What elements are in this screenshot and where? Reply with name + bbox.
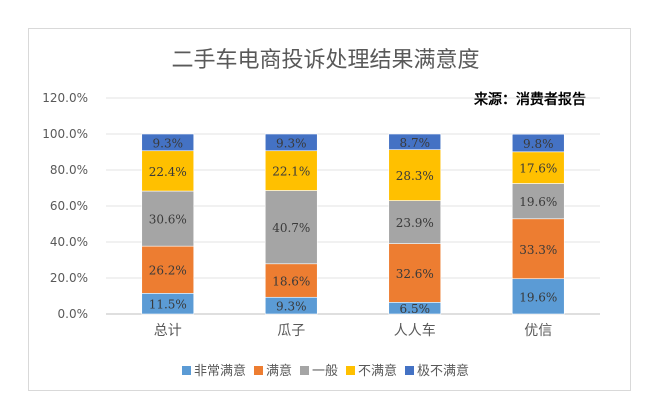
data-label: 22.4% xyxy=(149,165,187,179)
y-tick-label: 80.0% xyxy=(50,163,88,177)
legend-label: 极不满意 xyxy=(417,364,470,379)
legend-label: 非常满意 xyxy=(193,364,246,379)
data-label: 18.6% xyxy=(272,275,310,289)
y-tick-label: 0.0% xyxy=(58,307,89,321)
data-label: 32.6% xyxy=(396,267,434,281)
source-note: 来源：消费者报告 xyxy=(474,92,586,108)
bar-segment xyxy=(388,243,442,303)
data-label: 23.9% xyxy=(396,216,434,230)
data-label: 26.2% xyxy=(149,264,187,278)
y-tick-label: 60.0% xyxy=(50,199,88,213)
bar-segment xyxy=(141,190,195,247)
legend-swatch xyxy=(405,366,415,375)
data-label: 19.6% xyxy=(519,290,557,304)
bar-segment xyxy=(388,200,442,244)
bar-segment xyxy=(141,133,195,152)
legend-label: 不满意 xyxy=(358,364,398,379)
legend-label: 一般 xyxy=(311,364,338,379)
data-label: 19.6% xyxy=(519,195,557,209)
legend-label: 满意 xyxy=(265,364,292,379)
data-label: 9.8% xyxy=(523,137,554,151)
x-category-label: 瓜子 xyxy=(277,323,305,339)
x-category-label: 优信 xyxy=(524,323,552,339)
data-label: 40.7% xyxy=(272,221,310,235)
legend-item: 极不满意 xyxy=(405,360,469,379)
data-label: 9.3% xyxy=(153,136,184,150)
data-label: 11.5% xyxy=(149,298,187,312)
legend-swatch xyxy=(253,366,263,375)
x-category-label: 总计 xyxy=(154,323,182,339)
bar-segment xyxy=(511,218,565,280)
data-label: 6.5% xyxy=(400,302,431,316)
data-label: 28.3% xyxy=(396,169,434,183)
legend-item: 不满意 xyxy=(346,360,397,379)
data-label: 33.3% xyxy=(519,243,557,257)
bar-segment xyxy=(264,263,318,298)
bar-segment xyxy=(141,150,195,192)
data-label: 30.6% xyxy=(149,213,187,227)
y-tick-label: 100.0% xyxy=(42,127,88,141)
data-label: 9.3% xyxy=(276,136,307,150)
legend-item: 满意 xyxy=(253,360,292,379)
y-tick-label: 40.0% xyxy=(50,235,88,249)
y-tick-label: 120.0% xyxy=(42,91,88,105)
chart-legend: 非常满意 满意 一般 不满意 极不满意 xyxy=(0,360,651,379)
bar-segment xyxy=(511,278,565,315)
data-label: 8.7% xyxy=(400,136,431,150)
bar-segment xyxy=(388,133,442,150)
bar-segment xyxy=(264,190,318,265)
data-label: 17.6% xyxy=(519,162,557,176)
data-label: 9.3% xyxy=(276,300,307,314)
chart-title: 二手车电商投诉处理结果满意度 xyxy=(171,48,480,73)
y-tick-label: 20.0% xyxy=(50,271,88,285)
legend-swatch xyxy=(346,366,355,375)
legend-item: 非常满意 xyxy=(181,360,246,379)
x-category-label: 人人车 xyxy=(394,322,436,339)
legend-swatch xyxy=(181,366,191,375)
bar-segment xyxy=(511,133,565,153)
legend-swatch xyxy=(299,366,309,375)
data-label: 22.1% xyxy=(272,165,310,179)
bar-segment xyxy=(264,133,318,152)
bar-segment xyxy=(511,151,565,184)
legend-item: 一般 xyxy=(299,360,338,379)
